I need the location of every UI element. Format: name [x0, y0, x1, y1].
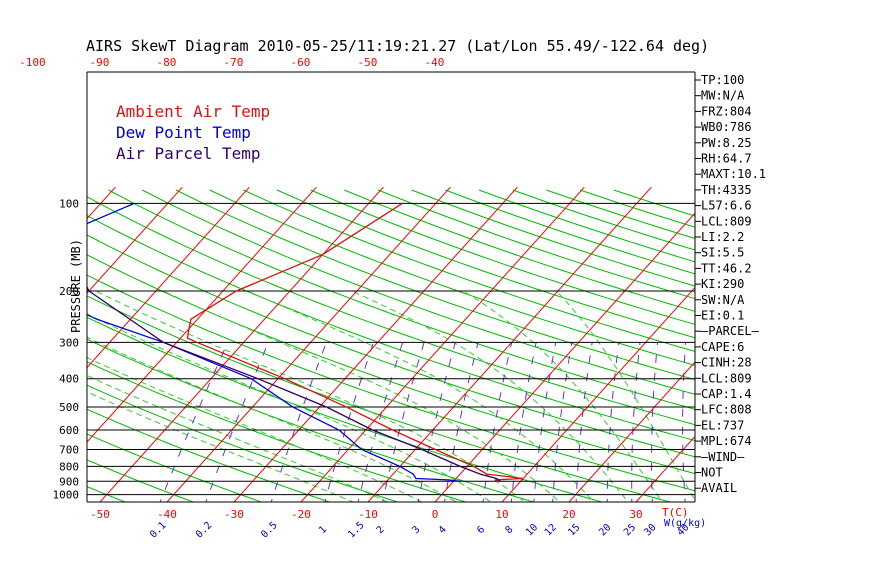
y-axis-label: PRESSURE (MB)	[69, 239, 83, 333]
mixing-ratio-label: W(g/kg)	[664, 518, 706, 529]
mixing-ratio-tick-label: 0.2	[194, 520, 215, 541]
pressure-tick-label: 1000	[53, 489, 80, 502]
bottom-temp-tick-label: 20	[562, 508, 575, 521]
bottom-temp-tick-label: 0	[432, 508, 439, 521]
side-index-label: LCL:809	[701, 214, 752, 228]
bottom-temp-tick-label: -40	[157, 508, 177, 521]
side-index-label: AVAIL	[701, 481, 737, 495]
side-index-label: KI:290	[701, 277, 744, 291]
bottom-temp-tick-label: -50	[90, 508, 110, 521]
isotherm-line	[0, 187, 115, 507]
side-index-label: MPL:674	[701, 434, 752, 448]
mixing-ratio-tick-label: 1.5	[346, 520, 367, 541]
top-temp-tick-label: -70	[223, 56, 243, 69]
top-temp-tick-label: -100	[19, 56, 46, 69]
mixing-ratio-tick-label: 3	[410, 524, 422, 536]
side-index-label: CAP:1.4	[701, 387, 752, 401]
isotherm-line	[0, 187, 48, 507]
bottom-temp-tick-label: 10	[495, 508, 508, 521]
isotherm-line	[0, 187, 182, 507]
top-temp-tick-label: -50	[357, 56, 377, 69]
mixing-ratio-tick-label: 30	[642, 522, 658, 538]
dry-adiabat-line	[0, 190, 68, 507]
isotherm-line	[833, 187, 870, 507]
dry-adiabat-line	[378, 190, 870, 507]
mixing-ratio-tick-label: 10	[524, 522, 540, 538]
pressure-tick-label: 700	[59, 444, 79, 457]
side-index-label: CINH:28	[701, 356, 752, 370]
side-index-label: LFC:808	[701, 403, 752, 417]
side-index-label: RH:64.7	[701, 152, 752, 166]
mixing-ratio-tick-label: 8	[504, 524, 516, 536]
side-index-label: CAPE:6	[701, 340, 744, 354]
legend-item: Ambient Air Temp	[116, 102, 270, 121]
top-temp-tick-label: -90	[89, 56, 109, 69]
bottom-temp-tick-label: -30	[224, 508, 244, 521]
side-index-label: —PARCEL—	[701, 324, 760, 338]
side-index-label: MW:N/A	[701, 89, 745, 103]
pressure-tick-label: 300	[59, 336, 79, 349]
chart-title: AIRS SkewT Diagram 2010-05-25/11:19:21.2…	[86, 37, 709, 55]
mixing-ratio-tick-label: 12	[543, 522, 559, 538]
dry-adiabat-line	[0, 190, 688, 507]
mixing-ratio-line	[158, 342, 228, 506]
legend: Ambient Air Temp Dew Point Temp Air Parcel…	[116, 102, 270, 163]
side-index-label: EI:0.1	[701, 309, 744, 323]
mixing-ratio-tick-label: 0.1	[148, 520, 169, 541]
top-temp-tick-label: -40	[424, 56, 444, 69]
side-index-label: SW:N/A	[701, 293, 745, 307]
moist-adiabat-line	[0, 291, 364, 507]
side-index-label: EL:737	[701, 418, 744, 432]
side-index-label: WB0:786	[701, 120, 752, 134]
dry-adiabat-line	[176, 190, 870, 507]
mixing-ratio-tick-label: 1	[317, 524, 329, 536]
pressure-tick-label: 400	[59, 373, 79, 386]
mixing-ratio-line	[552, 342, 572, 506]
mixing-ratio-tick-label: 6	[475, 524, 487, 536]
isotherm-line	[632, 187, 870, 507]
dry-adiabat-line	[445, 190, 870, 507]
pressure-tick-label: 100	[59, 197, 79, 210]
dry-adiabat-line	[109, 190, 870, 507]
top-temp-tick-label: -80	[156, 56, 176, 69]
side-index-label: LCL:809	[701, 371, 752, 385]
bottom-temp-tick-label: -10	[358, 508, 378, 521]
side-index-label: TP:100	[701, 73, 744, 87]
side-index-label: LI:2.2	[701, 230, 744, 244]
mixing-ratio-tick-label: 2	[375, 524, 387, 536]
side-index-label: FRZ:804	[701, 104, 752, 118]
pressure-tick-label: 800	[59, 460, 79, 473]
isotherm-line	[766, 187, 870, 507]
mixing-ratio-tick-label: 4	[437, 524, 449, 536]
side-index-label: MAXT:10.1	[701, 167, 766, 181]
side-index-label: SI:5.5	[701, 246, 744, 260]
side-index-label: TT:46.2	[701, 261, 752, 275]
pressure-tick-label: 900	[59, 475, 79, 488]
mixing-ratio-line	[357, 342, 403, 506]
mixing-ratio-tick-label: 15	[566, 522, 582, 538]
moist-adiabat-line	[557, 291, 699, 507]
pressure-tick-label: 500	[59, 401, 79, 414]
dry-adiabat-line	[0, 190, 206, 507]
mixing-ratio-tick-label: 25	[622, 522, 638, 538]
mixing-ratio-line	[683, 342, 686, 506]
dry-adiabat-line	[243, 190, 870, 507]
top-temp-tick-label: -60	[290, 56, 310, 69]
pressure-tick-label: 600	[59, 424, 79, 437]
side-index-label: PW:8.25	[701, 136, 752, 150]
mixing-ratio-line	[534, 342, 556, 506]
side-index-label: TH:4335	[701, 183, 752, 197]
legend-item: Dew Point Temp	[116, 123, 251, 142]
side-index-label: NOT	[701, 466, 723, 480]
mixing-ratio-line	[607, 342, 619, 506]
side-index-label: —WIND—	[701, 450, 745, 464]
bottom-temp-tick-label: 30	[629, 508, 642, 521]
mixing-ratio-tick-label: 20	[597, 522, 613, 538]
bottom-temp-tick-label: -20	[291, 508, 311, 521]
side-index-label: L57:6.6	[701, 199, 752, 213]
legend-item: Air Parcel Temp	[116, 144, 261, 163]
mixing-ratio-tick-label: 0.5	[259, 520, 280, 541]
